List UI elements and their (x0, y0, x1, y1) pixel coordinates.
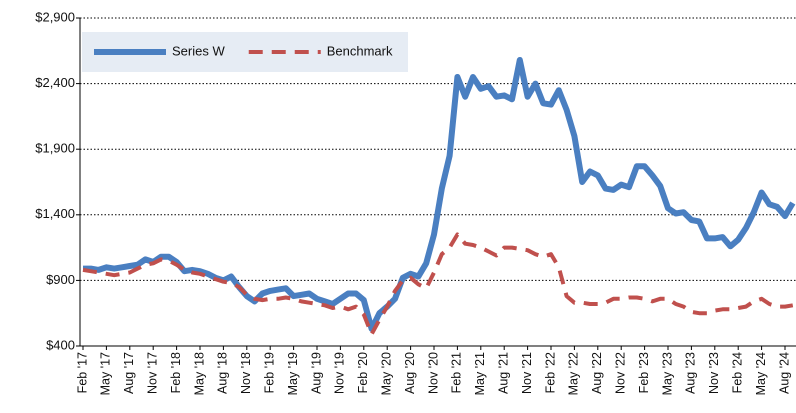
x-tick-label: Nov '22 (613, 352, 627, 394)
x-tick-label: Aug '20 (403, 352, 417, 394)
x-tick-label: Aug '19 (309, 352, 323, 394)
x-tick-label: Feb '18 (169, 352, 183, 393)
y-tick-label: $400 (46, 337, 75, 352)
y-tick-label: $900 (46, 272, 75, 287)
y-tick-label: $2,400 (35, 75, 75, 90)
x-tick-label: Nov '23 (707, 352, 721, 394)
x-tick-label: Nov '19 (333, 352, 347, 394)
x-tick-label: Feb '22 (543, 352, 557, 393)
legend: Series W Benchmark (82, 32, 408, 72)
y-tick-label: $1,400 (35, 206, 75, 221)
x-tick-label: May '21 (473, 352, 487, 395)
x-tick-label: May '23 (660, 352, 674, 395)
x-tick-label: Feb '19 (262, 352, 276, 393)
x-tick-label: Aug '18 (216, 352, 230, 394)
x-tick-label: Aug '17 (122, 352, 136, 394)
y-tick-label: $2,900 (35, 9, 75, 24)
x-tick-label: Feb '24 (730, 352, 744, 393)
legend-label: Benchmark (327, 43, 393, 58)
x-tick-label: Nov '18 (239, 352, 253, 394)
legend-label: Series W (172, 43, 225, 58)
x-tick-label: May '17 (99, 352, 113, 395)
x-tick-label: Nov '17 (145, 352, 159, 394)
x-tick-label: Aug '21 (496, 352, 510, 394)
x-tick-label: May '20 (379, 352, 393, 395)
x-tick-label: May '18 (192, 352, 206, 395)
x-tick-label: May '19 (286, 352, 300, 395)
line-series (82, 232, 794, 337)
x-tick-label: Nov '20 (426, 352, 440, 394)
x-tick-label: May '22 (567, 352, 581, 395)
x-tick-label: Aug '23 (684, 352, 698, 394)
x-tick-label: Aug '24 (777, 352, 791, 394)
line-series (83, 57, 796, 332)
x-tick-label: Nov '21 (520, 352, 534, 394)
x-tick-label: Feb '21 (450, 352, 464, 393)
x-tick-label: Feb '17 (75, 352, 89, 393)
x-tick-label: Aug '22 (590, 352, 604, 394)
x-tick-label: May '24 (754, 352, 768, 395)
x-tick-label: Feb '20 (356, 352, 370, 393)
y-tick-label: $1,900 (35, 141, 75, 156)
x-tick-label: Feb '23 (637, 352, 651, 393)
